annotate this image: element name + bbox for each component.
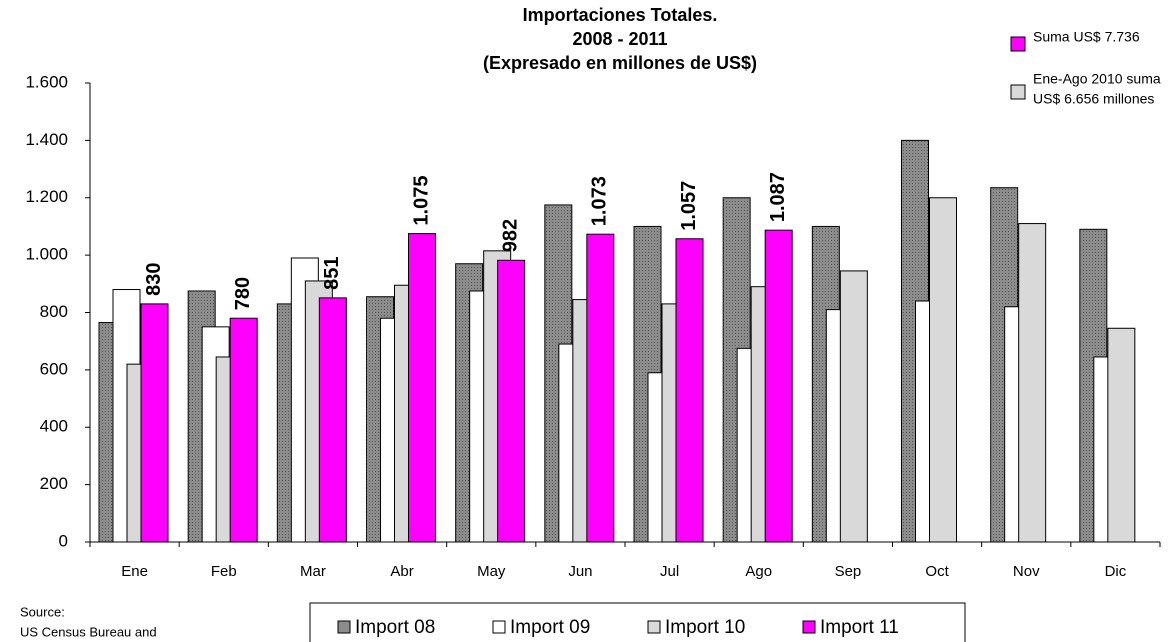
- x-tick-label: Sep: [835, 563, 862, 580]
- bar: [1107, 327, 1136, 543]
- x-tick-label: Ago: [745, 563, 772, 580]
- source: US Census Bureau and: [20, 624, 157, 639]
- y-tick-label: 600: [40, 359, 68, 378]
- chart-title: Importaciones Totales.: [523, 5, 718, 25]
- value-label: 982: [499, 219, 521, 252]
- bar: [764, 229, 793, 543]
- x-tick-label: Jun: [568, 563, 592, 580]
- chart-title: (Expresado en millones de US$): [483, 53, 757, 73]
- legend-swatch: [647, 620, 661, 634]
- bar: [229, 317, 258, 543]
- legend-label: Import 08: [355, 617, 435, 638]
- y-tick-label: 1.000: [25, 245, 68, 264]
- x-tick-label: Abr: [390, 563, 413, 580]
- bar: [1018, 223, 1047, 543]
- x-tick-label: Feb: [211, 563, 237, 580]
- bar: [140, 303, 169, 543]
- legend-swatch: [492, 620, 506, 634]
- x-tick-label: Ene: [121, 563, 148, 580]
- annotation: Suma US$ 7.736: [1033, 29, 1140, 45]
- value-label: 1.075: [410, 176, 432, 226]
- bar: [318, 297, 347, 543]
- source: Source:: [20, 604, 65, 619]
- annotation-swatch: [1010, 84, 1026, 100]
- x-tick-label: May: [477, 563, 506, 580]
- bar: [586, 233, 615, 543]
- value-label: 780: [232, 277, 254, 310]
- bar: [497, 259, 526, 543]
- y-tick-label: 0: [59, 531, 68, 550]
- legend-label: Import 10: [665, 617, 745, 638]
- legend-label: Import 11: [820, 617, 899, 638]
- legend-label: Import 09: [510, 617, 590, 638]
- x-tick-label: Dic: [1105, 563, 1127, 580]
- y-tick-label: 800: [40, 302, 68, 321]
- x-tick-label: Mar: [300, 563, 326, 580]
- x-tick-label: Oct: [925, 563, 949, 580]
- bar: [929, 197, 957, 543]
- y-tick-label: 200: [40, 474, 68, 493]
- bar: [408, 233, 436, 543]
- y-tick-label: 400: [40, 417, 68, 436]
- y-tick-label: 1.600: [25, 72, 68, 91]
- annotation-swatch: [1010, 36, 1026, 52]
- value-label: 1.073: [589, 176, 611, 226]
- value-label: 1.087: [767, 172, 789, 222]
- legend-swatch: [802, 620, 816, 634]
- legend-swatch: [337, 620, 351, 634]
- value-label: 830: [143, 263, 165, 296]
- x-tick-label: Nov: [1013, 563, 1040, 580]
- value-label: 1.057: [678, 181, 700, 231]
- chart-title: 2008 - 2011: [572, 29, 667, 49]
- x-tick-label: Jul: [660, 563, 679, 580]
- y-tick-label: 1.400: [25, 130, 68, 149]
- annotation: Ene-Ago 2010 suma: [1033, 71, 1161, 87]
- value-label: 851: [321, 256, 343, 289]
- bar: [839, 270, 868, 543]
- y-tick-label: 1.200: [25, 187, 68, 206]
- annotation: US$ 6.656 millones: [1033, 91, 1154, 107]
- legend-box: [309, 602, 966, 642]
- bar: [675, 238, 704, 543]
